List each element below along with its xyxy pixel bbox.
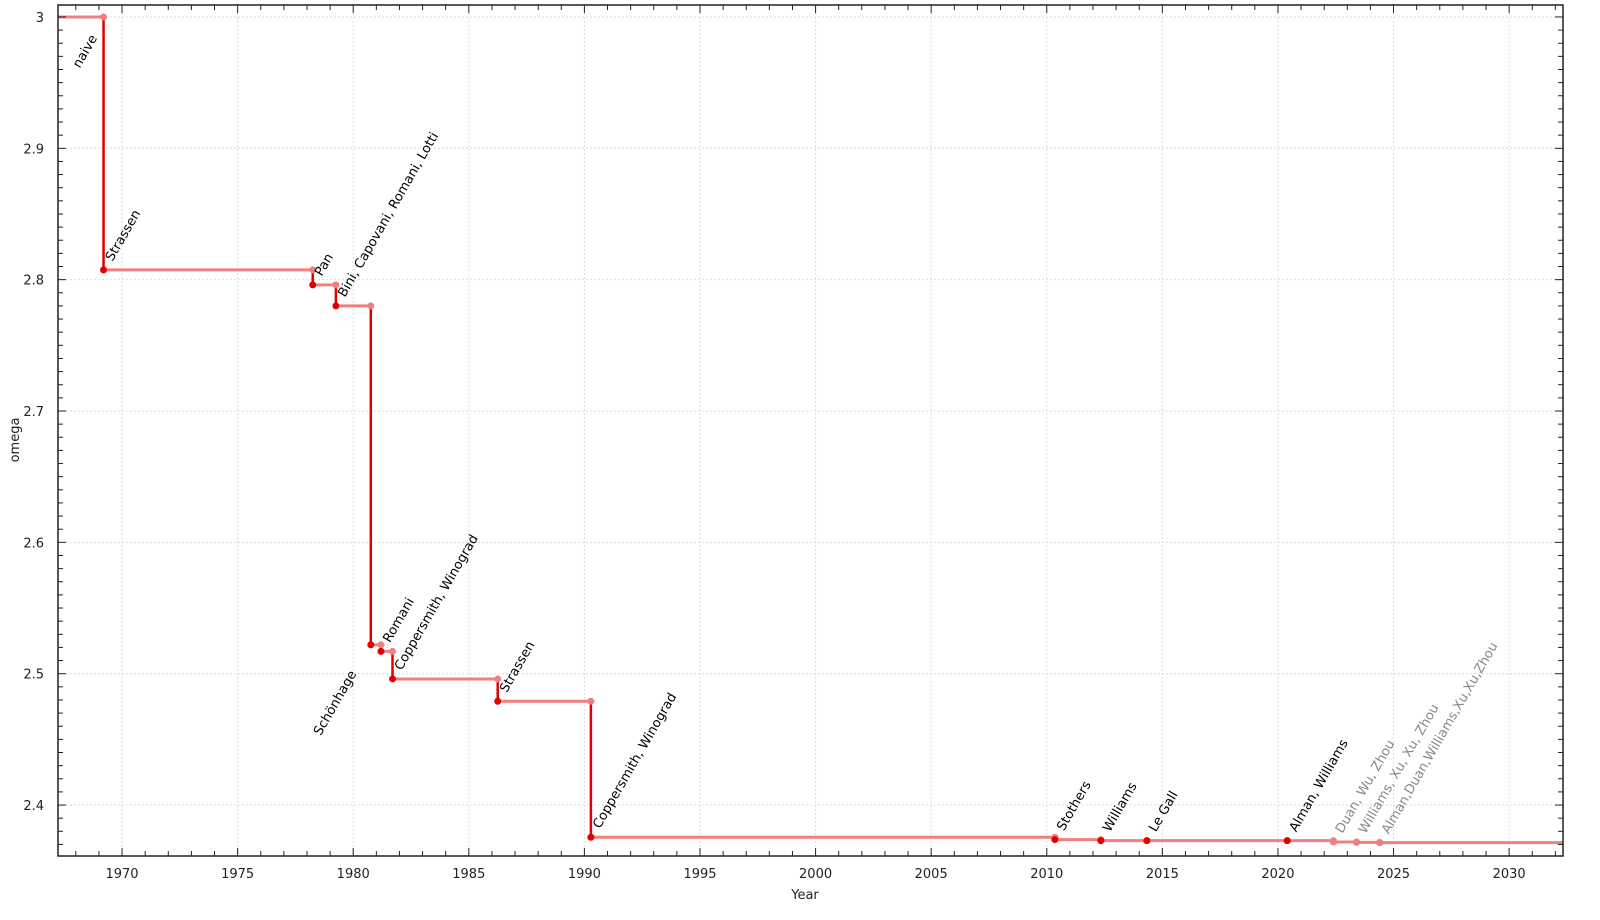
x-tick-label: 2005 bbox=[915, 867, 948, 882]
x-tick-label: 1975 bbox=[221, 867, 254, 882]
record-point bbox=[587, 833, 595, 841]
x-tick-label: 2015 bbox=[1146, 867, 1179, 882]
series-marks bbox=[58, 13, 1563, 847]
y-axis-label: omega bbox=[8, 418, 23, 463]
record-end-point bbox=[494, 675, 502, 683]
record-point bbox=[1051, 836, 1059, 844]
point-label: Schönhage bbox=[311, 668, 360, 738]
record-point bbox=[367, 641, 375, 649]
plot-frame bbox=[57, 4, 1564, 857]
record-point bbox=[309, 281, 317, 289]
record-end-point bbox=[377, 641, 385, 649]
point-label: Pan bbox=[312, 251, 337, 279]
record-end-point bbox=[100, 13, 108, 21]
y-tick-label: 2.6 bbox=[23, 536, 44, 551]
y-tick-label: 2.5 bbox=[23, 668, 44, 683]
x-tick-label: 2010 bbox=[1030, 867, 1063, 882]
point-label: naive bbox=[70, 32, 101, 70]
x-tick-label: 2025 bbox=[1377, 867, 1410, 882]
record-point bbox=[389, 675, 397, 683]
record-end-point bbox=[587, 697, 595, 705]
record-end-point bbox=[367, 302, 375, 310]
grid bbox=[58, 5, 1563, 856]
x-tick-label: 1980 bbox=[337, 867, 370, 882]
record-point bbox=[100, 266, 108, 274]
x-tick-label: 1985 bbox=[452, 867, 485, 882]
y-tick-label: 2.7 bbox=[23, 405, 44, 420]
x-tick-label: 2020 bbox=[1261, 867, 1294, 882]
record-point bbox=[1376, 839, 1384, 847]
record-end-point bbox=[389, 647, 397, 655]
point-label: Coppersmith, Winograd bbox=[590, 691, 680, 832]
record-point bbox=[1329, 838, 1337, 846]
record-point bbox=[1143, 837, 1151, 845]
point-label: Williams bbox=[1100, 780, 1140, 835]
record-point bbox=[1283, 837, 1291, 845]
record-point bbox=[377, 647, 385, 655]
x-tick-label: 1970 bbox=[105, 867, 138, 882]
record-end-point bbox=[332, 281, 340, 289]
point-label: Le Gall bbox=[1146, 789, 1181, 835]
x-tick-label: 2030 bbox=[1493, 867, 1526, 882]
y-tick-label: 2.4 bbox=[23, 799, 44, 814]
y-tick-label: 3 bbox=[36, 11, 44, 26]
record-point bbox=[1097, 837, 1105, 845]
point-label: Bini, Capovani, Romani, Lotti bbox=[335, 130, 442, 300]
point-label: Strassen bbox=[103, 208, 144, 264]
axes: 1970 1975 1980 1985 1990 1995 2000 2005 2010 2015… bbox=[23, 5, 1563, 882]
record-end-point bbox=[309, 266, 317, 274]
record-point bbox=[332, 302, 340, 310]
x-tick-label: 1990 bbox=[568, 867, 601, 882]
record-point bbox=[1353, 838, 1361, 846]
x-axis-label: Year bbox=[790, 888, 819, 903]
record-point bbox=[494, 697, 502, 705]
point-label: Strassen bbox=[497, 639, 538, 695]
x-tick-label: 1995 bbox=[683, 867, 716, 882]
x-tick-label: 2000 bbox=[799, 867, 832, 882]
point-label: Alman,Duan,Williams,Xu,Xu,Zhou bbox=[1379, 640, 1501, 837]
point-label: Stothers bbox=[1054, 778, 1094, 833]
y-tick-label: 2.9 bbox=[23, 142, 44, 157]
y-tick-label: 2.8 bbox=[23, 274, 44, 289]
